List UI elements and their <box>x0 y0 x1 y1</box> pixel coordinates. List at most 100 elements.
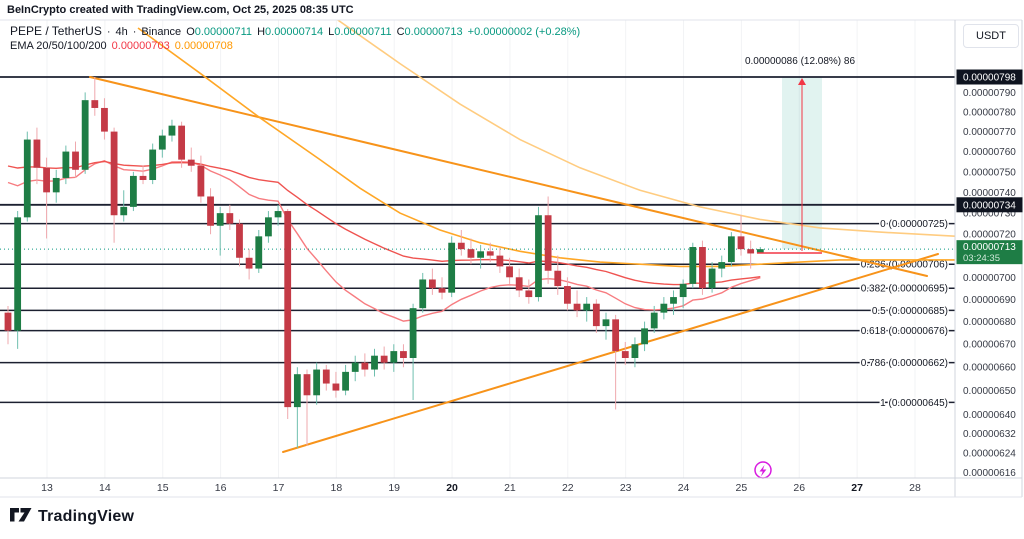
ascending-trendline[interactable] <box>282 253 939 453</box>
candle-down <box>4 312 12 331</box>
interval-label: 4h <box>115 26 128 38</box>
candle-up <box>708 268 716 289</box>
candle-up <box>293 374 301 408</box>
candle-down <box>621 351 629 358</box>
candle-up <box>149 149 157 181</box>
candle-down <box>207 196 214 226</box>
tradingview-logo-text: TradingView <box>38 508 135 525</box>
candle-down <box>400 351 407 358</box>
time-axis-label: 24 <box>678 482 690 494</box>
current-price-badge-bg <box>956 240 1023 265</box>
price-tick-label: 0.00000780 <box>963 107 1016 118</box>
candle-down <box>573 303 581 311</box>
candle-down <box>245 257 253 269</box>
candle-down <box>457 242 465 250</box>
candle-down <box>515 277 523 291</box>
candle-down <box>525 290 533 298</box>
price-level-badge-text: 0.00000734 <box>963 200 1016 211</box>
candle-down <box>592 303 600 327</box>
lightning-bolt-glyph <box>759 465 767 477</box>
ema-50-line <box>7 160 761 286</box>
candle-up <box>409 308 417 358</box>
candle-down <box>737 236 745 250</box>
change-value: +0.00000002 (+0.28%) <box>467 26 581 38</box>
ema-value-orange: 0.00000708 <box>174 40 233 52</box>
attribution-text: BeInCrypto created with TradingView.com,… <box>7 4 354 16</box>
candle-down <box>438 288 446 293</box>
candle-up <box>274 211 282 218</box>
candle-down <box>506 266 513 278</box>
separator: · <box>132 26 137 38</box>
candle-up <box>120 206 128 216</box>
fib-level-label: 0.618 (0.00000676) <box>861 326 948 337</box>
time-axis-label: 26 <box>793 482 805 494</box>
candle-up <box>14 217 22 331</box>
candle-up <box>23 139 31 218</box>
candle-up <box>129 175 137 207</box>
candle-up <box>265 217 272 237</box>
measure-projection-label: 0.00000086 (12.08%) 86 <box>744 56 856 67</box>
candle-up <box>718 262 726 269</box>
time-axis-label: 22 <box>562 482 574 494</box>
price-tick-label: 0.00000660 <box>963 363 1016 374</box>
candle-up <box>631 344 639 358</box>
candle-down <box>380 355 388 363</box>
candle-up <box>52 177 60 193</box>
candle-up <box>670 297 677 304</box>
price-tick-label: 0.00000700 <box>963 273 1016 284</box>
current-price-badge-text: 0.00000713 <box>963 242 1016 253</box>
candle-up <box>660 303 668 313</box>
descending-trendline[interactable] <box>89 76 928 277</box>
price-tick-label: 0.00000730 <box>963 209 1016 220</box>
candle-up <box>62 151 70 178</box>
currency-toggle-button[interactable]: USDT <box>963 24 1019 48</box>
candle-up <box>313 369 321 396</box>
candle-up <box>727 236 735 263</box>
time-axis-label: 15 <box>157 482 169 494</box>
time-axis-label: 21 <box>504 482 516 494</box>
price-tick-label: 0.00000740 <box>963 188 1016 199</box>
time-axis-label: 14 <box>99 482 111 494</box>
candle-down <box>322 369 330 384</box>
candle-down <box>747 249 755 254</box>
candle-up <box>371 355 378 370</box>
candle-up <box>535 215 542 298</box>
candle-up <box>351 362 359 372</box>
tradingview-logo-icon <box>10 508 32 522</box>
candle-down <box>91 100 99 108</box>
candle-down <box>303 374 311 396</box>
ema-100-line <box>137 27 955 268</box>
price-tick-label: 0.00000790 <box>963 88 1016 99</box>
candle-down <box>699 247 706 289</box>
candle-down <box>33 139 41 168</box>
fib-level-label: 0.382 (0.00000695) <box>861 284 948 295</box>
candle-down <box>236 223 243 258</box>
open-value: O0.00000711 <box>186 26 253 38</box>
tradingview-logo[interactable]: TradingView <box>10 508 134 526</box>
time-axis-label: 19 <box>388 482 400 494</box>
ema-label: EMA 20/50/100/200 <box>10 40 107 52</box>
time-axis-label: 17 <box>273 482 285 494</box>
price-tick-label: 0.00000632 <box>963 429 1016 440</box>
candle-down <box>226 213 234 224</box>
time-axis-label: 23 <box>620 482 632 494</box>
candle-down <box>428 279 436 289</box>
bar-countdown-text: 03:24:35 <box>963 253 1000 264</box>
time-axis-label: 13 <box>41 482 53 494</box>
candle-down <box>467 249 475 258</box>
price-level-badge <box>956 69 1023 85</box>
price-tick-label: 0.00000616 <box>963 468 1016 479</box>
exchange-label: Binance <box>141 26 182 38</box>
plot-area[interactable]: 0 (0.00000725) 0.236 (0.00000706) 0.382 (0… <box>0 19 958 478</box>
time-axis-label: 27 <box>851 482 863 494</box>
price-level-badge <box>956 197 1023 213</box>
candle-up <box>689 247 697 284</box>
candle-down <box>139 175 147 181</box>
candle-down <box>361 362 369 370</box>
candle-up <box>168 125 176 136</box>
fib-level-label: 0.236 (0.00000706) <box>861 260 948 271</box>
price-tick-label: 0.00000750 <box>963 167 1016 178</box>
